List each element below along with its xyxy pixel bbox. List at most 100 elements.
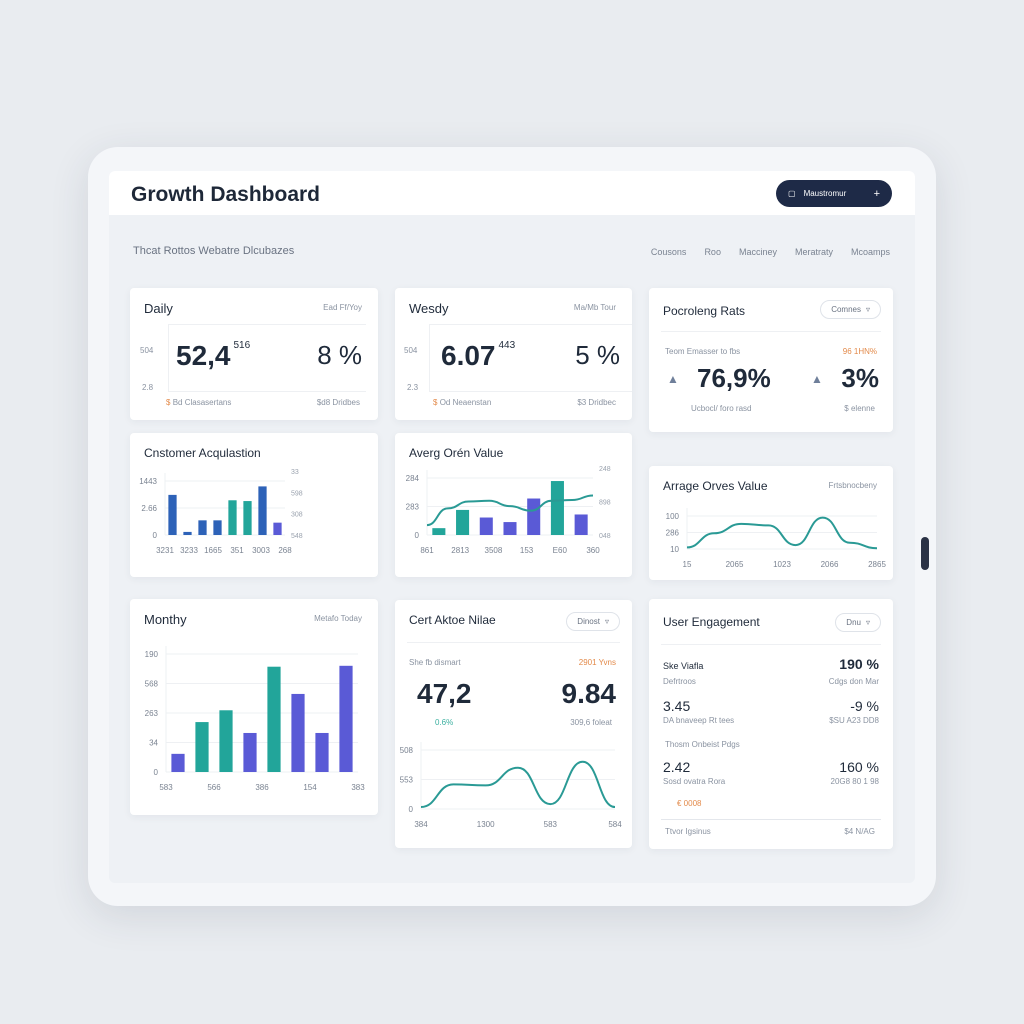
user-engagement-card: User Engagement Dnu ▿ Ske Viafla 190 % Def… (649, 599, 893, 849)
x-tick-label: 1023 (773, 560, 791, 569)
avg-order-value-card: Averg Orén Value 284 283 0 248 898 048 861 2813… (395, 433, 632, 577)
metric-sub: Defrtroos Cdgs don Mar (663, 677, 879, 686)
bar (315, 732, 329, 772)
metric-row: Ske Viafla 190 % (663, 656, 879, 672)
kpi-box (168, 324, 366, 392)
bar (479, 517, 493, 535)
x-tick-label: 584 (608, 820, 622, 829)
footer-right: $ elenne (844, 404, 875, 413)
axis-label: 504 (140, 346, 154, 355)
bar (219, 710, 233, 772)
line-series (686, 516, 878, 550)
x-tick-label: 15 (683, 560, 692, 569)
bar (183, 531, 192, 535)
card-title: User Engagement (663, 615, 760, 629)
y-tick-label-right: 248 (599, 466, 611, 473)
lock-icon: ▢ (788, 189, 796, 198)
card-title: Pocroleng Rats (663, 304, 746, 318)
bar (258, 486, 267, 535)
y-tick-label: 286 (666, 529, 680, 538)
bar (243, 732, 257, 772)
x-tick-label: 2066 (821, 560, 839, 569)
y-tick-label-right: 598 (291, 490, 303, 497)
kpi-label-right: 96 1HN% (842, 347, 877, 356)
bar (243, 501, 252, 535)
x-tick-label: 2813 (451, 546, 469, 555)
users-icon: ▲ (667, 372, 679, 386)
bar (228, 500, 237, 535)
x-tick-label: 3003 (252, 546, 270, 555)
bar (273, 522, 282, 535)
y-tick-label: 100 (666, 512, 680, 521)
cart-value-2: 9.84 (561, 678, 617, 709)
bar (456, 509, 470, 535)
filter-icon: ▿ (604, 617, 609, 626)
y-tick-label: 190 (145, 650, 159, 659)
bar (550, 481, 564, 535)
metric-row: 2.42 160 % (663, 759, 879, 775)
bar (198, 520, 207, 535)
y-tick-label: 0 (415, 531, 420, 540)
conversion-dropdown[interactable]: Comnes ▿ (820, 300, 881, 319)
card-title: Cnstomer Acqulastion (144, 446, 261, 460)
kpi-label-right: 2901 Yvns (578, 658, 616, 667)
header-action-button[interactable]: ▢ Maustromur + (776, 180, 892, 207)
y-tick-label: 2.66 (141, 504, 157, 513)
y-tick-label: 1443 (139, 477, 157, 486)
x-tick-label: 1665 (204, 546, 222, 555)
avg-order-value-2-card: Arrage Orves Value Frtsbnocbeny 100 286 10… (649, 466, 893, 580)
conversion-value-2: 3% (841, 363, 879, 393)
cart-card: Cert Aktoe Nilae Dinost ▿ She fb dismart … (395, 600, 632, 848)
divider (407, 642, 620, 643)
scrollbar-handle[interactable] (921, 537, 929, 570)
filter-tab[interactable]: Roo (704, 247, 721, 257)
weekly-percent: 5 % (575, 340, 620, 370)
cart-dropdown[interactable]: Dinost ▿ (566, 612, 620, 631)
card-title: Averg Orén Value (409, 446, 504, 460)
footer-left: Bd Clasasertans (172, 398, 232, 407)
conversion-value: 76,9% (697, 363, 771, 393)
avg-order-value-chart: 284 283 0 248 898 048 861 2813 3508 153 E60 360 (406, 466, 611, 555)
bar (574, 514, 588, 535)
filter-tab[interactable]: Cousons (650, 247, 687, 257)
page-title: Growth Dashboard (131, 183, 321, 206)
filter-tab[interactable]: Meratraty (794, 247, 833, 257)
y-tick-label-right: 048 (599, 533, 611, 540)
customer-acquisition-card: Cnstomer Acqulastion 1443 2.66 0 33 598 308 54… (130, 433, 378, 577)
x-tick-label: 351 (230, 546, 244, 555)
weekly-card: Wesdy Ma/Mb Tour 504 2.3 6.07 443 5 % $ O… (395, 288, 632, 420)
y-tick-label: 0 (154, 768, 159, 777)
card-title: Arrage Orves Value (663, 479, 768, 493)
bar (168, 494, 177, 535)
card-subtitle: Frtsbnocbeny (828, 481, 877, 490)
y-tick-label-right: 548 (291, 533, 303, 540)
y-tick-label: 553 (400, 776, 414, 785)
daily-card: Daily Ead Ff/Yoy 504 2.8 52,4 516 8 % $ B… (130, 288, 378, 420)
footer-left: Ttvor Igsinus (665, 827, 711, 836)
daily-percent: 8 % (317, 340, 362, 370)
cart-sub: 309,6 foleat (570, 718, 612, 727)
footer-left: Od Neaenstan (439, 398, 492, 407)
bar (432, 528, 446, 535)
filter-tab[interactable]: Macciney (738, 247, 777, 257)
bar (171, 753, 185, 772)
card-subtitle: Ead Ff/Yoy (323, 303, 362, 312)
line-series (420, 760, 616, 809)
x-tick-label: 3508 (485, 546, 503, 555)
card-subtitle: Ma/Mb Tour (573, 303, 616, 312)
engagement-dropdown[interactable]: Dnu ▿ (835, 613, 881, 632)
y-tick-label-right: 308 (291, 512, 303, 519)
y-tick-label: 0 (409, 805, 414, 814)
axis-label: 2.3 (407, 383, 419, 392)
filter-icon: ▿ (865, 305, 870, 314)
y-tick-label: 0 (153, 531, 158, 540)
daily-value: 52,4 516 (176, 340, 251, 371)
filter-tab[interactable]: Mcoamps (850, 247, 890, 257)
x-tick-label: E60 (553, 546, 568, 555)
plus-icon: + (873, 187, 880, 200)
filter-tabs: Cousons Roo Macciney Meratraty Mcoamps (651, 247, 890, 257)
bar (291, 693, 305, 772)
card-subtitle: Metafo Today (314, 614, 362, 623)
